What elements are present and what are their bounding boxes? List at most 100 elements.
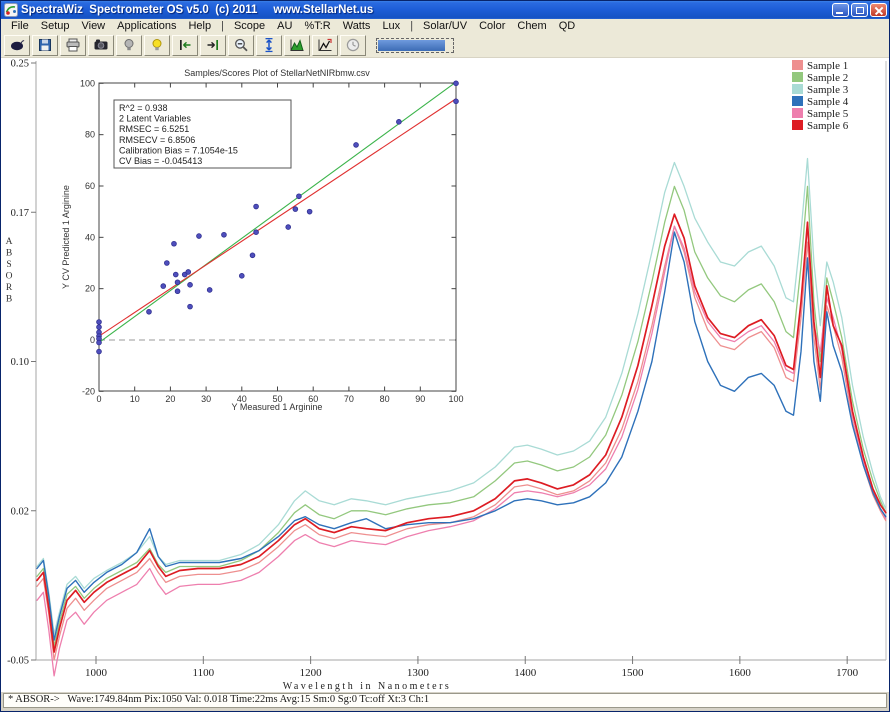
menu-item-au[interactable]: AU (271, 20, 298, 32)
status-bar: * ABSOR-> Wave:1749.84nm Pix:1050 Val: 0… (1, 692, 889, 708)
chart-panel: 0.250.170.100.02-0.051000110012001300140… (1, 58, 890, 692)
menu-item-lux[interactable]: Lux (376, 20, 406, 32)
menu-bar: FileSetupViewApplicationsHelp|ScopeAU%T:… (1, 19, 889, 33)
stats-line: CV Bias = -0.045413 (119, 156, 202, 166)
autoscale-y-button[interactable] (256, 35, 282, 56)
menu-item-applications[interactable]: Applications (111, 20, 182, 32)
lamp-on-button[interactable] (144, 35, 170, 56)
legend-label: Sample 3 (807, 84, 849, 96)
scatter-point (164, 261, 169, 266)
bulb-gray-icon (121, 37, 137, 53)
range-end-button[interactable] (200, 35, 226, 56)
magnifier-minus-icon (233, 37, 249, 53)
scatter-point (254, 230, 259, 235)
save-button[interactable] (32, 35, 58, 56)
scatter-point (293, 207, 298, 212)
print-button[interactable] (60, 35, 86, 56)
menu-item-chem[interactable]: Chem (511, 20, 552, 32)
legend-swatch (792, 60, 803, 70)
zoom-out-button[interactable] (228, 35, 254, 56)
inset-x-axis-title: Y Measured 1 Arginine (232, 402, 323, 412)
bulb-yellow-icon (149, 37, 165, 53)
status-text: * ABSOR-> Wave:1749.84nm Pix:1050 Val: 0… (3, 693, 887, 708)
menu-item-watts[interactable]: Watts (337, 20, 377, 32)
legend-label: Sample 6 (807, 120, 849, 132)
scatter-point (186, 270, 191, 275)
lamp-off-button[interactable] (116, 35, 142, 56)
menu-item-help[interactable]: Help (182, 20, 217, 32)
y-axis-title-letter: A (6, 237, 13, 247)
camera-icon (93, 37, 109, 53)
menu-item-setup[interactable]: Setup (35, 20, 76, 32)
menu-item-scope[interactable]: Scope (228, 20, 271, 32)
inset-x-tick-label: 30 (201, 394, 211, 404)
menu-item-solar-uv[interactable]: Solar/UV (417, 20, 473, 32)
app-icon (4, 3, 18, 17)
scores-plot: Samples/Scores Plot of StellarNetNIRbmw.… (56, 63, 466, 416)
scatter-point (454, 99, 459, 104)
inset-y-tick-label: -20 (82, 386, 95, 396)
legend-label: Sample 4 (807, 96, 849, 108)
scatter-point (250, 253, 255, 258)
window-bottom-edge (1, 708, 889, 712)
legend-swatch (792, 84, 803, 94)
y-axis-title-letter: R (6, 283, 13, 293)
stats-line: Calibration Bias = 7.1054e-15 (119, 145, 238, 155)
peak-arrow-icon (317, 37, 333, 53)
inset-x-tick-label: 10 (130, 394, 140, 404)
stats-line: RMSECV = 6.8506 (119, 135, 195, 145)
menu-separator: | (217, 20, 228, 32)
x-tick-label: 1500 (622, 667, 645, 679)
stats-line: RMSEC = 6.5251 (119, 124, 189, 134)
y-tick-label: 0.25 (11, 59, 29, 70)
minimize-button[interactable] (832, 3, 849, 17)
snapshot-button[interactable] (88, 35, 114, 56)
printer-icon (65, 37, 81, 53)
scatter-point (97, 340, 102, 345)
x-tick-label: 1300 (407, 667, 430, 679)
legend-label: Sample 5 (807, 108, 849, 120)
legend-swatch (792, 72, 803, 82)
scatter-point (207, 288, 212, 293)
menu-item-view[interactable]: View (75, 20, 111, 32)
scatter-point (286, 225, 291, 230)
inset-y-axis-title: Y CV Predicted 1 Arginine (61, 185, 71, 289)
green-peak-icon (289, 37, 305, 53)
restore-button[interactable] (851, 3, 868, 17)
scatter-point (354, 143, 359, 148)
menu-item-qd[interactable]: QD (553, 20, 582, 32)
close-button[interactable] (870, 3, 887, 17)
legend-label: Sample 2 (807, 72, 848, 84)
peak-view-button[interactable] (284, 35, 310, 56)
acquire-button[interactable] (4, 35, 30, 56)
x-tick-label: 1700 (836, 667, 859, 679)
scan-progress-bar (376, 38, 454, 53)
timer-button[interactable] (340, 35, 366, 56)
legend-swatch (792, 96, 803, 106)
scatter-point (454, 81, 459, 86)
arrow-bar-right-icon (205, 37, 221, 53)
scan-progress-fill (378, 40, 445, 51)
toolbar (1, 33, 889, 58)
legend-label: Sample 1 (807, 60, 848, 72)
menu-item-file[interactable]: File (5, 20, 35, 32)
y-axis-title-letter: B (6, 249, 12, 259)
scatter-point (175, 280, 180, 285)
scatter-point (97, 349, 102, 354)
scatter-point (188, 282, 193, 287)
inset-title: Samples/Scores Plot of StellarNetNIRbmw.… (184, 68, 370, 78)
menu-item--t-r[interactable]: %T:R (298, 20, 336, 32)
x-tick-label: 1400 (514, 667, 537, 679)
scatter-point (188, 304, 193, 309)
menu-item-color[interactable]: Color (473, 20, 511, 32)
x-axis-title: Wavelength in Nanometers (283, 681, 452, 692)
inset-y-tick-label: 80 (85, 130, 95, 140)
peak-track-button[interactable] (312, 35, 338, 56)
scatter-point (222, 232, 227, 237)
y-tick-label: 0.02 (11, 506, 29, 517)
range-start-button[interactable] (172, 35, 198, 56)
y-axis-title-letter: O (6, 272, 13, 282)
scatter-point (161, 284, 166, 289)
scatter-point (147, 309, 152, 314)
mouse-icon (9, 37, 25, 53)
